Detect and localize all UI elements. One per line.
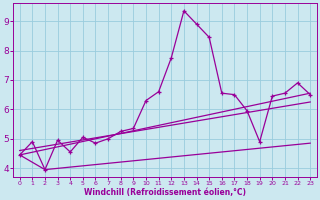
X-axis label: Windchill (Refroidissement éolien,°C): Windchill (Refroidissement éolien,°C) [84, 188, 246, 197]
